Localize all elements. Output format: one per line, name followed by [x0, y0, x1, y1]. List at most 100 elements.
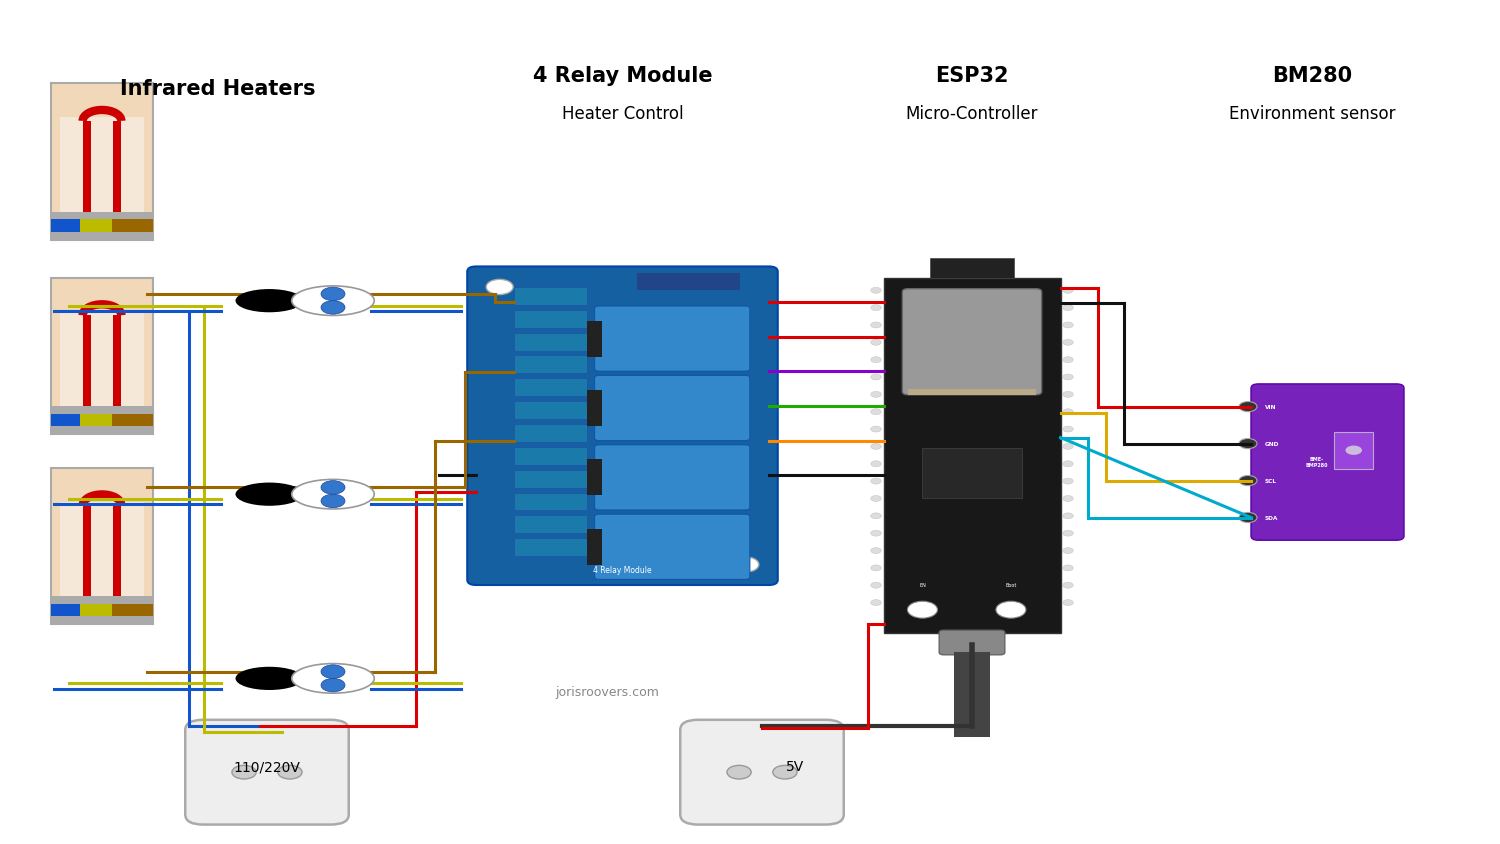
- Circle shape: [870, 426, 882, 432]
- Bar: [80, 414, 112, 427]
- Bar: [638, 273, 740, 290]
- Text: Heater Control: Heater Control: [561, 105, 684, 123]
- Circle shape: [870, 479, 882, 484]
- Text: VIN: VIN: [1264, 404, 1276, 409]
- Text: BME-
BMP280: BME- BMP280: [1305, 457, 1328, 467]
- Circle shape: [1064, 444, 1074, 450]
- FancyBboxPatch shape: [939, 630, 1005, 655]
- FancyBboxPatch shape: [514, 402, 588, 419]
- Circle shape: [870, 462, 882, 468]
- FancyBboxPatch shape: [594, 306, 750, 371]
- Circle shape: [732, 557, 759, 572]
- Circle shape: [1064, 513, 1074, 519]
- Circle shape: [1064, 496, 1074, 502]
- FancyBboxPatch shape: [514, 470, 588, 488]
- Bar: [112, 220, 153, 233]
- Circle shape: [321, 481, 345, 495]
- Circle shape: [1239, 402, 1257, 412]
- Circle shape: [908, 602, 938, 619]
- Ellipse shape: [236, 483, 303, 506]
- Bar: [51, 213, 153, 241]
- Text: GND: GND: [1264, 441, 1280, 446]
- Bar: [112, 604, 153, 617]
- Bar: [112, 316, 122, 409]
- Text: Boot: Boot: [1005, 582, 1017, 587]
- FancyBboxPatch shape: [468, 267, 777, 586]
- Circle shape: [870, 340, 882, 346]
- Circle shape: [870, 444, 882, 450]
- Circle shape: [232, 766, 256, 779]
- Bar: [112, 122, 122, 215]
- Circle shape: [870, 306, 882, 311]
- Circle shape: [321, 495, 345, 508]
- Text: SDA: SDA: [1264, 516, 1278, 521]
- Text: Micro-Controller: Micro-Controller: [906, 105, 1038, 123]
- Text: 4 Relay Module: 4 Relay Module: [532, 66, 712, 86]
- Bar: [909, 389, 1035, 396]
- Circle shape: [1064, 548, 1074, 554]
- FancyBboxPatch shape: [1251, 385, 1404, 540]
- Circle shape: [1064, 306, 1074, 311]
- Circle shape: [1064, 322, 1074, 328]
- Circle shape: [1346, 446, 1362, 456]
- Circle shape: [486, 280, 513, 295]
- Circle shape: [1064, 375, 1074, 381]
- Ellipse shape: [291, 663, 375, 694]
- Text: Environment sensor: Environment sensor: [1230, 105, 1395, 123]
- Bar: [1335, 433, 1372, 470]
- Bar: [112, 414, 153, 427]
- Text: Infrared Heaters: Infrared Heaters: [120, 78, 315, 99]
- Circle shape: [1064, 531, 1074, 537]
- Circle shape: [1064, 357, 1074, 363]
- Circle shape: [870, 531, 882, 537]
- Circle shape: [1239, 513, 1257, 523]
- Text: EN: EN: [920, 582, 926, 587]
- Bar: [51, 596, 153, 625]
- Bar: [112, 506, 122, 599]
- Bar: [51, 604, 80, 617]
- Ellipse shape: [236, 289, 303, 313]
- Circle shape: [870, 409, 882, 415]
- Circle shape: [870, 322, 882, 328]
- FancyBboxPatch shape: [514, 356, 588, 374]
- Circle shape: [1064, 426, 1074, 432]
- Circle shape: [870, 288, 882, 294]
- Bar: [80, 220, 112, 233]
- Circle shape: [1064, 582, 1074, 588]
- Circle shape: [1064, 479, 1074, 484]
- FancyBboxPatch shape: [514, 311, 588, 328]
- FancyBboxPatch shape: [514, 379, 588, 397]
- FancyBboxPatch shape: [514, 447, 588, 465]
- Text: BM280: BM280: [1272, 66, 1353, 86]
- Circle shape: [870, 392, 882, 398]
- Circle shape: [772, 766, 796, 779]
- Bar: [80, 604, 112, 617]
- FancyBboxPatch shape: [514, 333, 588, 351]
- Ellipse shape: [291, 286, 375, 316]
- Circle shape: [1064, 340, 1074, 346]
- Bar: [954, 652, 990, 737]
- FancyBboxPatch shape: [594, 446, 750, 511]
- Bar: [82, 122, 92, 215]
- FancyBboxPatch shape: [60, 502, 144, 615]
- Bar: [930, 259, 1014, 279]
- Circle shape: [321, 679, 345, 692]
- Bar: [51, 220, 80, 233]
- FancyBboxPatch shape: [514, 538, 588, 556]
- FancyBboxPatch shape: [514, 516, 588, 533]
- FancyBboxPatch shape: [51, 468, 153, 625]
- Bar: [588, 460, 602, 495]
- FancyBboxPatch shape: [514, 493, 588, 511]
- FancyBboxPatch shape: [51, 279, 153, 435]
- Circle shape: [1064, 288, 1074, 294]
- FancyBboxPatch shape: [884, 279, 1060, 633]
- Ellipse shape: [291, 480, 375, 510]
- Text: ESP32: ESP32: [936, 66, 1008, 86]
- Circle shape: [870, 600, 882, 606]
- Circle shape: [1064, 409, 1074, 415]
- Bar: [51, 414, 80, 427]
- Bar: [588, 391, 602, 426]
- FancyBboxPatch shape: [680, 720, 843, 825]
- Circle shape: [728, 766, 752, 779]
- Bar: [922, 449, 1022, 498]
